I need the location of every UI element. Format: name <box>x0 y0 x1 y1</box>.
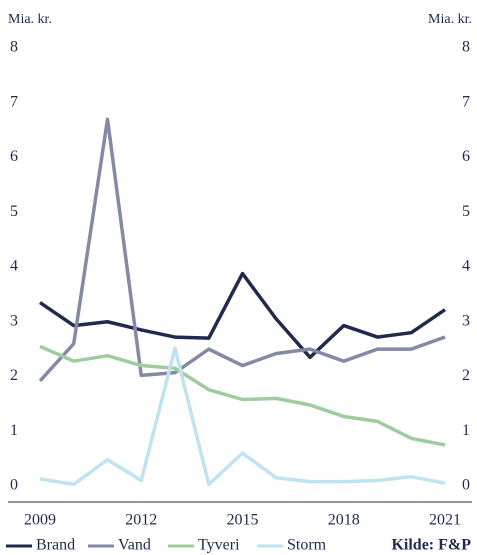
y2-tick-label: 8 <box>462 39 470 56</box>
y-tick-label: 8 <box>10 39 18 56</box>
x-tick-label: 2015 <box>227 512 259 529</box>
y2-tick-label: 0 <box>462 477 470 494</box>
series-line <box>39 346 446 487</box>
y-axis-label: Mia. kr. <box>8 12 52 27</box>
y2-tick-label: 6 <box>462 148 470 165</box>
legend-label: Tyveri <box>198 537 240 554</box>
y-tick-label: 7 <box>10 93 18 110</box>
y2-tick-label: 1 <box>462 422 470 439</box>
y-tick-label: 6 <box>10 148 18 165</box>
y2-tick-label: 3 <box>462 312 470 329</box>
y-tick-label: 2 <box>10 367 18 384</box>
y2-tick-label: 5 <box>462 203 470 220</box>
legend-label: Brand <box>36 537 75 554</box>
x-tick-label: 2021 <box>429 512 461 529</box>
legend-label: Vand <box>118 537 151 554</box>
y-tick-label: 3 <box>10 312 18 329</box>
y-tick-label: 4 <box>10 258 18 275</box>
series-line <box>38 117 446 383</box>
series-line <box>39 271 446 360</box>
y-tick-label: 5 <box>10 203 18 220</box>
x-tick-label: 2018 <box>328 512 360 529</box>
y2-tick-label: 7 <box>462 93 470 110</box>
y2-tick-label: 2 <box>462 367 470 384</box>
legend-label: Storm <box>287 537 327 554</box>
x-tick-label: 2009 <box>24 512 56 529</box>
y-tick-label: 0 <box>10 477 18 494</box>
y-tick-label: 1 <box>10 422 18 439</box>
series-line <box>39 344 446 447</box>
y2-tick-label: 4 <box>462 258 470 275</box>
source: Kilde: F&P <box>391 537 471 554</box>
x-tick-label: 2012 <box>125 512 157 529</box>
y2-axis-label: Mia. kr. <box>428 12 472 27</box>
